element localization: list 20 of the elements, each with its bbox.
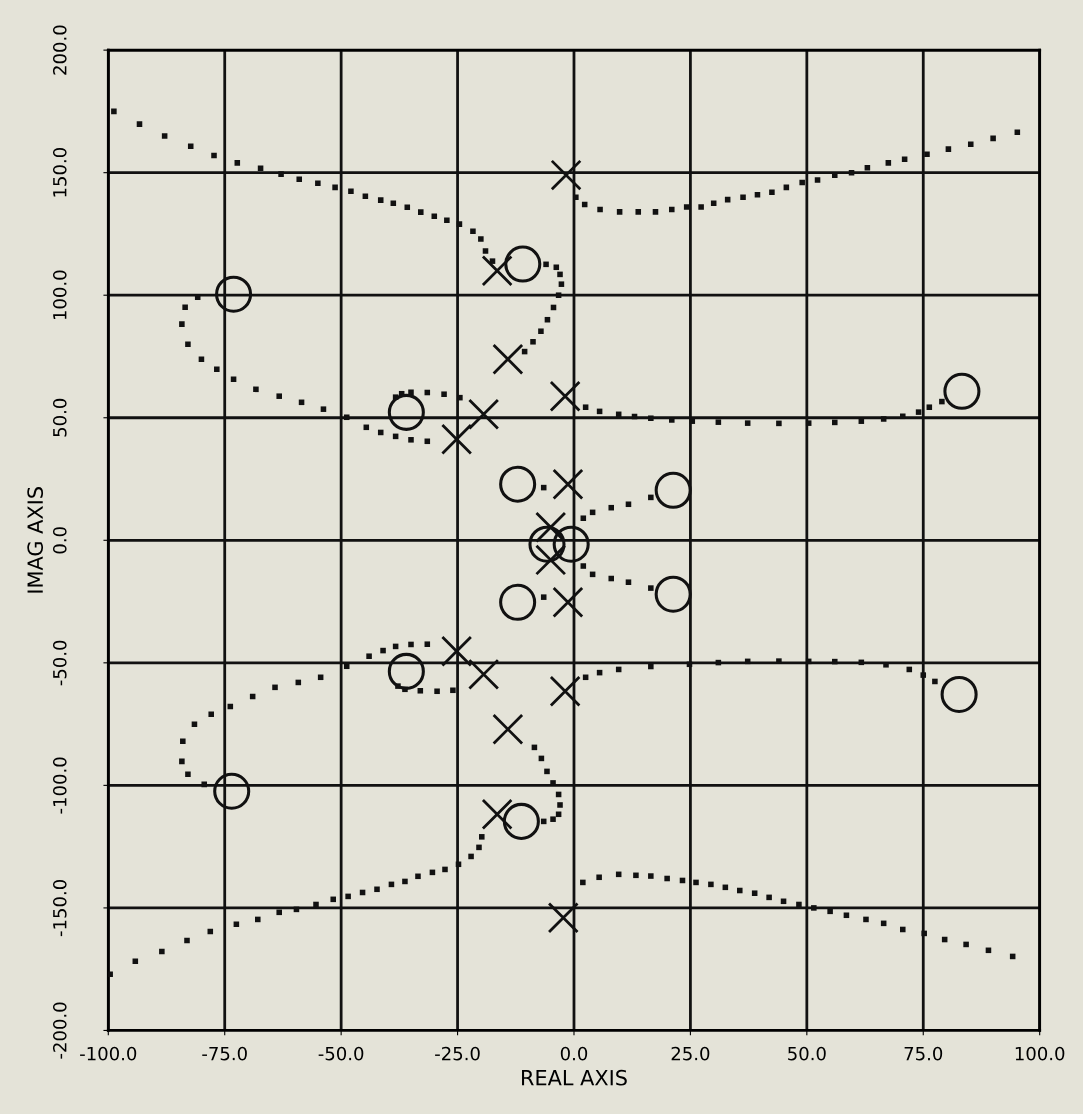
y-tick-label: 200.0 <box>52 25 67 75</box>
x-tick-label: 100.0 <box>1015 1046 1065 1061</box>
y-tick-label: -150.0 <box>52 880 67 937</box>
y-tick-label: -200.0 <box>52 1002 67 1059</box>
y-tick-label: 0.0 <box>52 527 67 554</box>
x-axis-title: REAL AXIS <box>522 1069 627 1086</box>
y-tick-label: -100.0 <box>52 757 67 814</box>
y-tick-label: -50.0 <box>52 640 67 686</box>
x-tick-label: -100.0 <box>80 1046 137 1061</box>
y-tick-label: 150.0 <box>52 148 67 197</box>
y-tick-label: 50.0 <box>52 398 67 437</box>
x-tick-label: -50.0 <box>318 1046 364 1061</box>
x-tick-label: 75.0 <box>904 1046 943 1061</box>
x-tick-label: 25.0 <box>671 1046 710 1061</box>
y-axis-title: IMAG AXIS <box>27 487 44 593</box>
x-tick-label: -75.0 <box>202 1046 247 1061</box>
y-tick-label: 100.0 <box>52 270 67 320</box>
x-tick-label: 50.0 <box>788 1046 826 1061</box>
x-tick-label: 0.0 <box>560 1046 588 1061</box>
x-tick-label: -25.0 <box>435 1046 480 1061</box>
